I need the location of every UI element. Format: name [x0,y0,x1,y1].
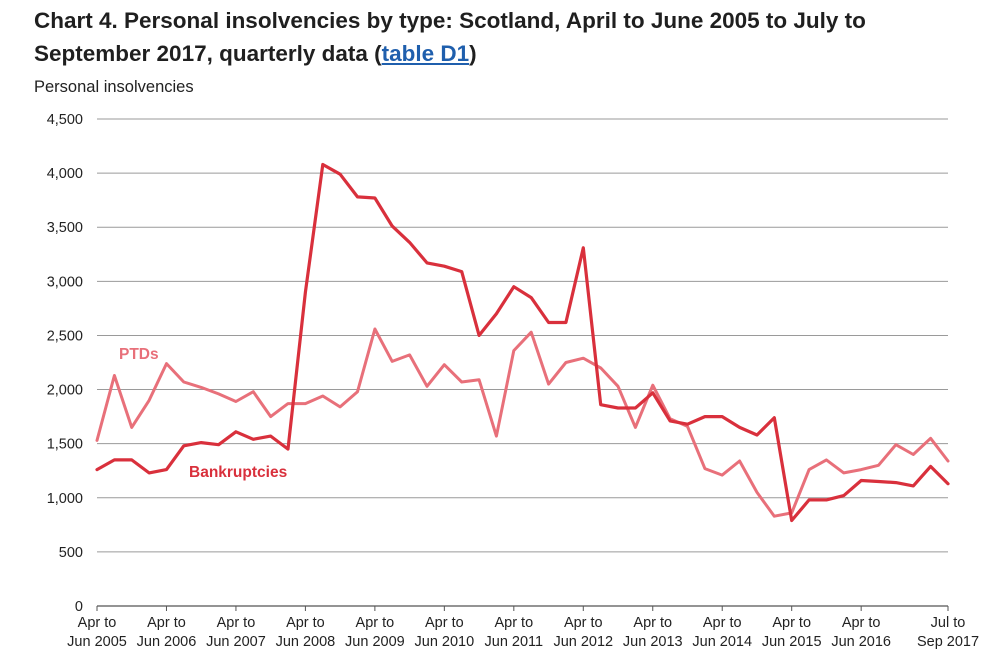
series-labels: PTDs Bankruptcies [119,346,287,481]
x-tick-label: Apr to Jun 2008 [276,615,336,650]
y-axis-label: Personal insolvencies [34,78,194,96]
series-line-ptds [95,327,950,518]
y-tick-label: 500 [59,545,83,561]
y-tick-label: 1,500 [47,437,83,453]
x-tick-label: Apr to Jun 2012 [553,615,613,650]
gridlines [97,118,948,607]
chart-title: Chart 4. Personal insolvencies by type: … [34,4,974,70]
x-tick-label: Apr to Jun 2013 [623,615,683,650]
y-tick-label: 4,000 [47,166,83,182]
x-tick-label: Jul to Sep 2017 [917,615,979,650]
x-tick-label: Apr to Jun 2005 [67,615,127,650]
series-label-ptds: PTDs [119,346,159,363]
y-tick-label: 2,000 [47,383,83,399]
y-tick-label: 4,500 [47,112,83,128]
series-lines [95,162,950,523]
x-axis-ticks: Apr to Jun 2005 Apr to Jun 2006 Apr to Jun 20… [67,606,979,650]
x-tick-label: Apr to Jun 2010 [415,615,475,650]
x-tick-label: Apr to Jun 2009 [345,615,405,650]
y-tick-label: 0 [75,599,83,615]
y-tick-label: 1,000 [47,491,83,507]
x-tick-label: Apr to Jun 2016 [831,615,891,650]
chart-title-text: Chart 4. Personal insolvencies by type: … [34,8,866,66]
y-tick-label: 3,000 [47,274,83,290]
x-tick-label: Apr to Jun 2007 [206,615,266,650]
x-tick-label: Apr to Jun 2014 [692,615,752,650]
x-tick-label: Apr to Jun 2011 [485,615,544,650]
y-axis-ticks: 0 500 1,000 1,500 2,000 2,500 3,000 3,500 4,000 4… [47,112,83,615]
y-tick-label: 2,500 [47,328,83,344]
x-tick-label: Apr to Jun 2015 [762,615,822,650]
table-d1-link[interactable]: table D1 [381,41,470,66]
series-line-bankruptcies [95,162,950,523]
series-label-bankruptcies: Bankruptcies [189,464,287,481]
chart-title-close: ) [469,41,477,66]
y-tick-label: 3,500 [47,220,83,236]
x-tick-label: Apr to Jun 2006 [137,615,197,650]
